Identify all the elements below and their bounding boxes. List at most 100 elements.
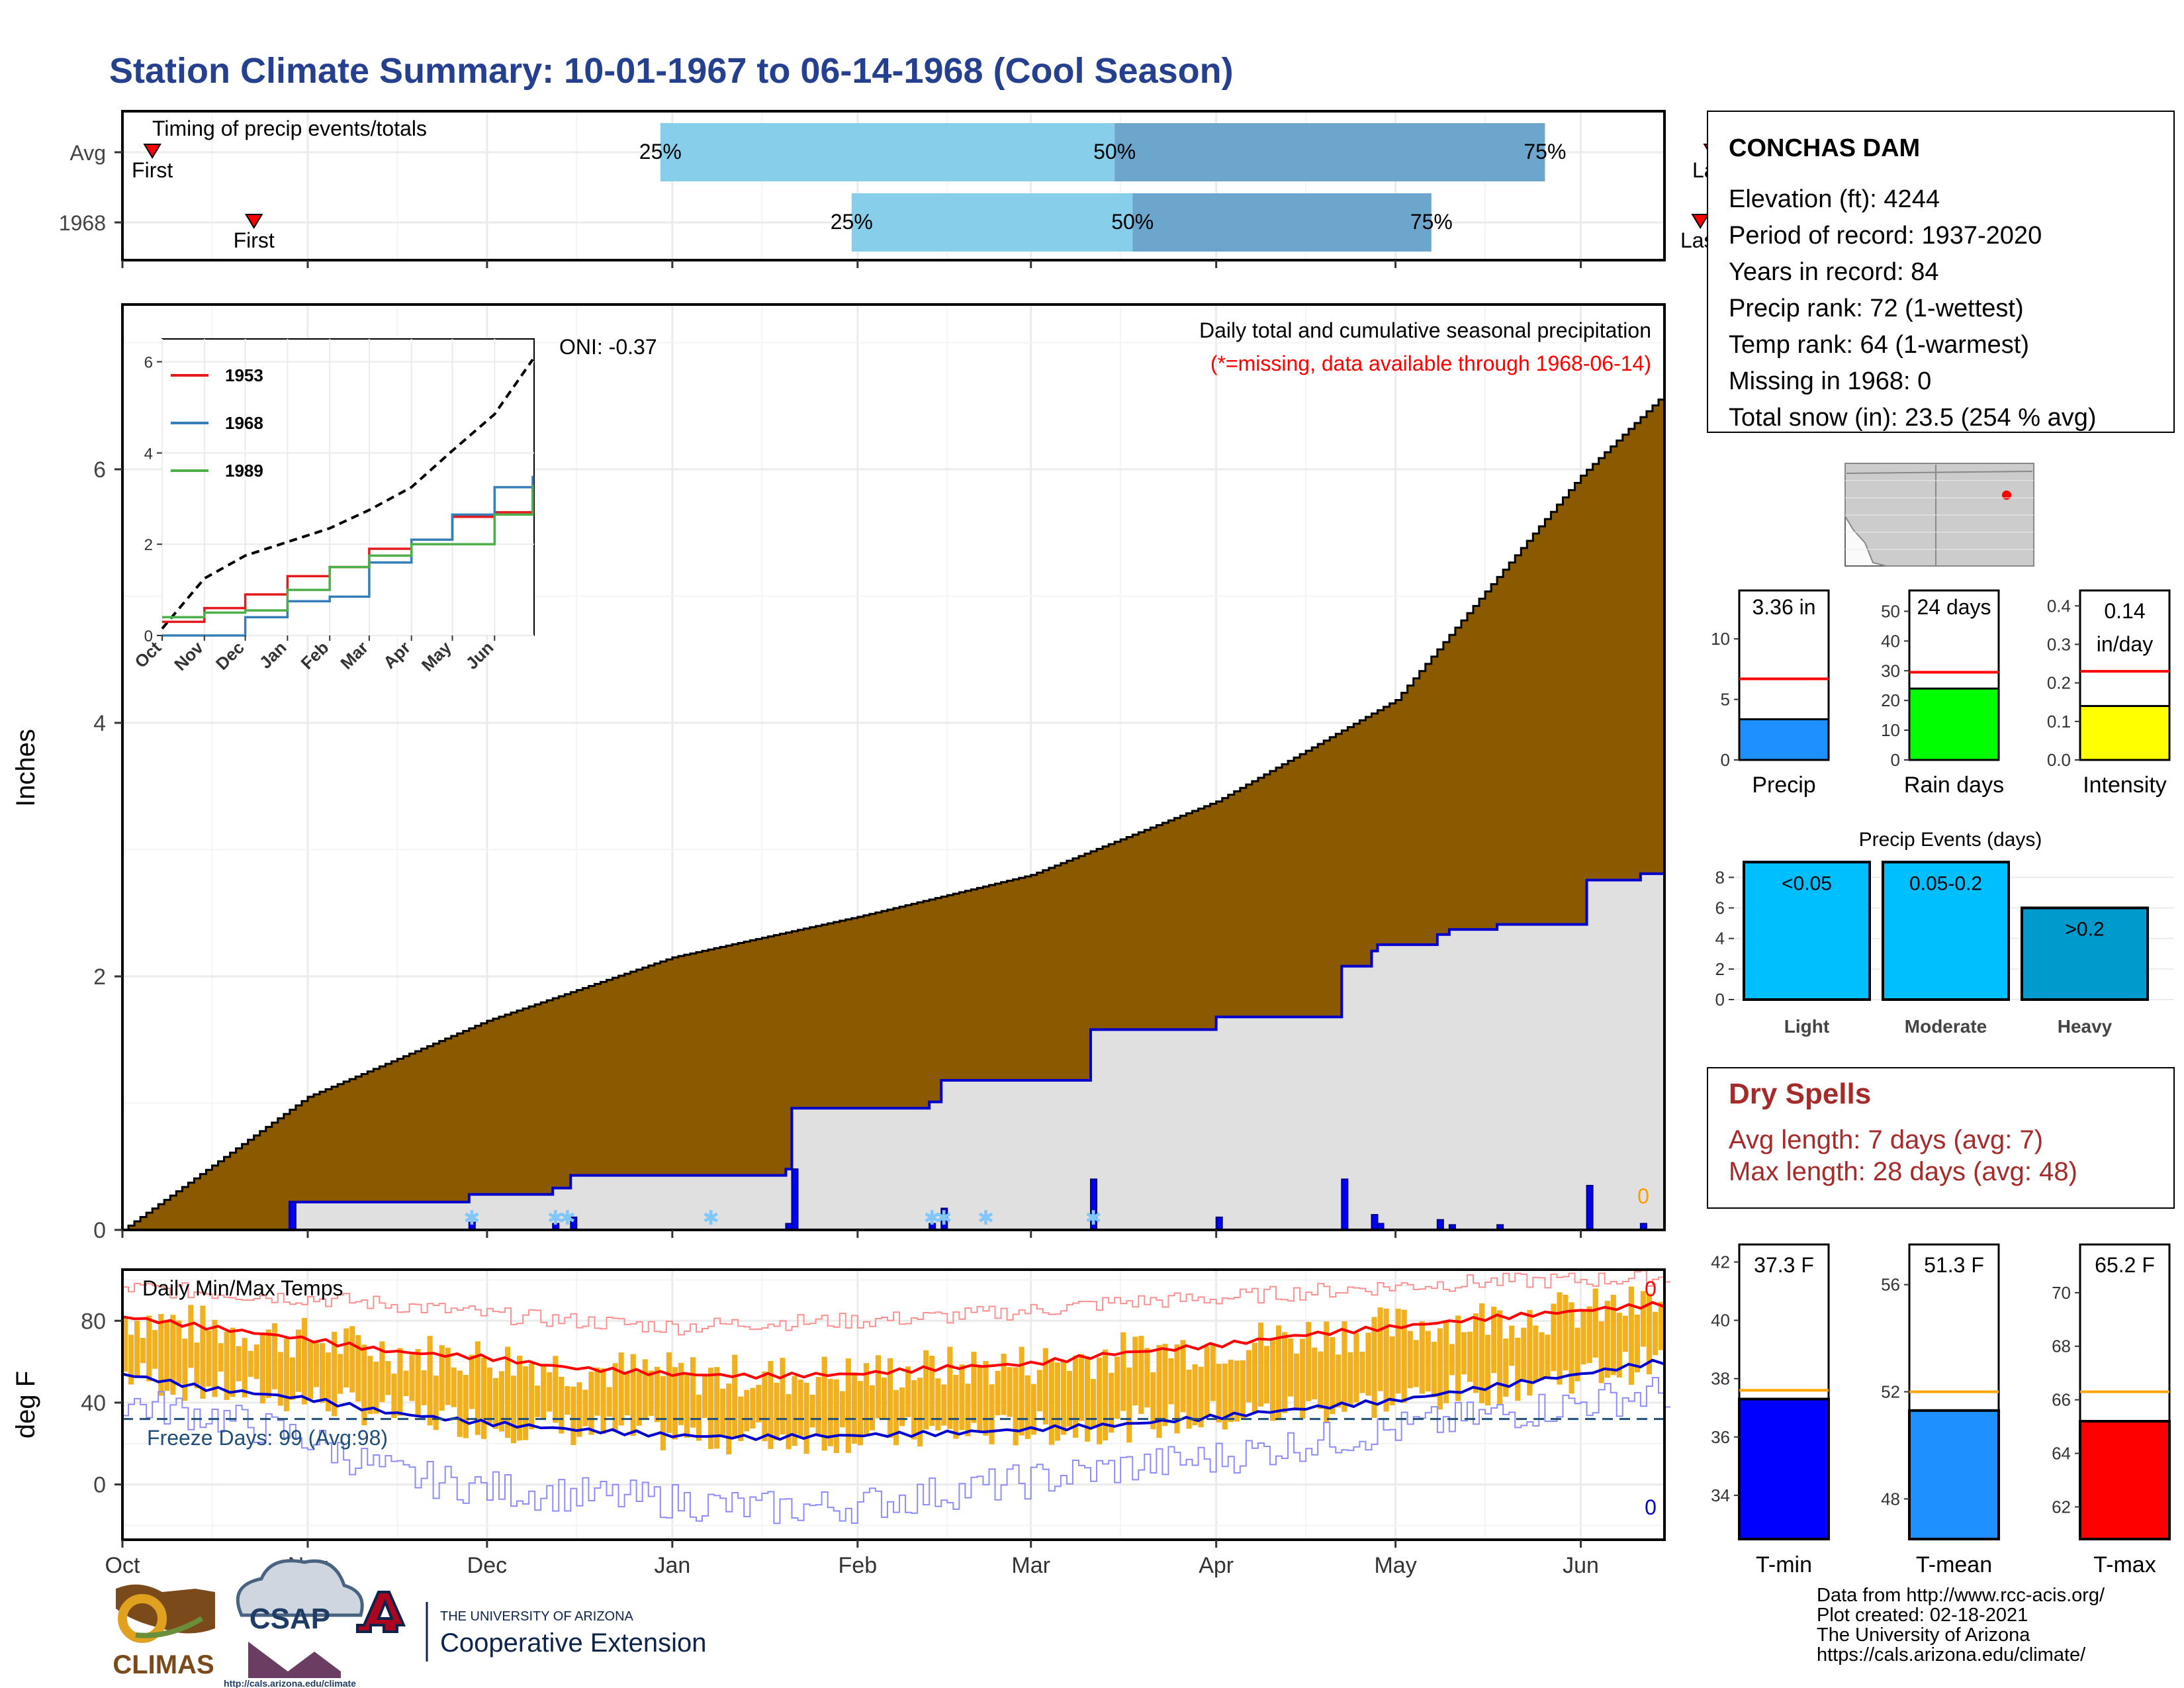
daily-temp-bar bbox=[1054, 1362, 1060, 1441]
location-map bbox=[1844, 463, 2034, 567]
map-state-border-north bbox=[1846, 471, 2033, 474]
timing-first-marker bbox=[143, 144, 161, 159]
daily-temp-bar bbox=[1395, 1308, 1401, 1394]
daily-temp-bar bbox=[451, 1367, 457, 1407]
temp-panel-title: Daily Min/Max Temps bbox=[142, 1276, 343, 1300]
ua-line-1: THE UNIVERSITY OF ARIZONA bbox=[440, 1609, 634, 1624]
daily-temp-bar bbox=[391, 1374, 397, 1419]
snow-marker: ✱ bbox=[463, 1207, 480, 1229]
timing-first-label: First bbox=[132, 158, 173, 182]
daily-temp-bar bbox=[1007, 1367, 1013, 1417]
daily-temp-bar bbox=[1616, 1313, 1622, 1378]
daily-temp-bar bbox=[1115, 1356, 1120, 1419]
daily-temp-bar bbox=[1467, 1331, 1473, 1382]
inset-line-1989 bbox=[162, 485, 534, 619]
daily-temp-bar bbox=[1407, 1331, 1413, 1388]
temp-summary-bar-y-tick-label: 52 bbox=[1881, 1382, 1900, 1402]
daily-temp-bar bbox=[642, 1359, 648, 1419]
temp-summary-bar-value-label: 37.3 F bbox=[1754, 1253, 1814, 1277]
daily-temp-bar bbox=[1359, 1352, 1365, 1393]
daily-temp-bar bbox=[128, 1335, 134, 1385]
daily-temp-bar bbox=[1210, 1344, 1216, 1401]
snow-marker: ✱ bbox=[978, 1207, 994, 1229]
daily-temp-bar bbox=[1228, 1360, 1234, 1423]
daily-temp-bar bbox=[343, 1328, 349, 1387]
daily-temp-bar bbox=[248, 1350, 253, 1377]
temp-y-tick-label: 0 bbox=[93, 1473, 106, 1498]
precip-x-axis bbox=[121, 1230, 1582, 1238]
daily-temp-bar bbox=[1640, 1291, 1647, 1347]
temp-y-tick-label: 40 bbox=[81, 1391, 106, 1416]
daily-temp-bar bbox=[929, 1355, 935, 1427]
daily-temp-bar bbox=[905, 1366, 911, 1417]
daily-temp-bar bbox=[1084, 1357, 1091, 1442]
daily-temp-bar bbox=[1545, 1335, 1551, 1377]
summary-bar-y-tick-label: 0.3 bbox=[2047, 634, 2071, 654]
daily-temp-bar bbox=[1342, 1321, 1347, 1412]
daily-temp-bar bbox=[1306, 1322, 1312, 1401]
daily-temp-bar bbox=[696, 1395, 702, 1441]
daily-temp-bar bbox=[971, 1352, 977, 1423]
daily-temp-bar bbox=[1318, 1351, 1324, 1409]
station-info-frame bbox=[1707, 111, 2175, 433]
daily-temp-bar bbox=[1586, 1306, 1592, 1364]
daily-temp-bar bbox=[827, 1379, 833, 1446]
temp-x-axis-label: Feb bbox=[839, 1553, 878, 1578]
climas-logo-sun bbox=[118, 1594, 167, 1643]
summary-bar-value bbox=[1738, 718, 1830, 761]
daily-temp-bar bbox=[809, 1394, 815, 1428]
daily-temp-bar bbox=[1168, 1358, 1174, 1405]
current-cumulative-precip-line bbox=[122, 872, 1664, 1231]
daily-temp-bar bbox=[1192, 1364, 1198, 1426]
daily-temp-bar bbox=[1634, 1314, 1640, 1373]
daily-temp-bar bbox=[307, 1342, 314, 1399]
dry-spells-avg: Avg length: 7 days (avg: 7) bbox=[1729, 1125, 2043, 1154]
daily-temp-bar bbox=[833, 1379, 839, 1454]
daily-temp-bar bbox=[361, 1344, 367, 1426]
daily-temp-bar bbox=[1204, 1346, 1210, 1417]
summary-bar-y-tick-label: 0.1 bbox=[2047, 712, 2071, 731]
temp-x-axis-label: Apr bbox=[1199, 1553, 1234, 1578]
daily-temp-bar bbox=[277, 1352, 283, 1406]
station-details: Elevation (ft): 4244 Period of record: 19… bbox=[1729, 185, 2097, 432]
timing-p75-label: 75% bbox=[1524, 140, 1566, 164]
daily-temp-bar bbox=[1604, 1301, 1610, 1378]
daily-temp-bar bbox=[230, 1327, 236, 1397]
daily-temp-bar bbox=[1120, 1332, 1126, 1411]
precip-panel-subtitle: (*=missing, data available through 1968-… bbox=[1210, 352, 1651, 375]
inset-y-tick-label: 4 bbox=[144, 445, 153, 463]
daily-temp-bar bbox=[1491, 1306, 1497, 1374]
daily-temp-bar bbox=[529, 1364, 535, 1430]
summary-bar-label: Rain days bbox=[1904, 773, 2004, 798]
temp-summary-bar-t-mean: 51.3 F 48 52 56 T-mean bbox=[1881, 1243, 2000, 1577]
footer-line-plot-created: Plot created: 02-18-2021 bbox=[1817, 1605, 2028, 1626]
daily-temp-bar bbox=[535, 1385, 541, 1417]
daily-temp-bar bbox=[439, 1345, 445, 1411]
station-detail-line: Elevation (ft): 4244 bbox=[1729, 185, 1940, 213]
timing-bar-25-50 bbox=[851, 193, 1133, 252]
daily-temp-bar bbox=[271, 1323, 277, 1389]
temp-summary-bar-y-tick-label: 48 bbox=[1881, 1489, 1900, 1509]
summary-bar-y-tick-label: 0.2 bbox=[2047, 673, 2071, 693]
inset-y-tick-label: 0 bbox=[144, 628, 153, 645]
summary-bar-y-tick-label: 10 bbox=[1881, 720, 1900, 740]
daily-temp-bar bbox=[565, 1386, 570, 1415]
summary-bar-intensity: 0.14 in/day 0.0 0.1 0.2 0.3 0.4 Intensity bbox=[2047, 589, 2171, 798]
temp-summary-bar-value-label: 51.3 F bbox=[1924, 1253, 1984, 1277]
daily-temp-bar bbox=[989, 1384, 995, 1444]
daily-temp-bar bbox=[1324, 1321, 1330, 1423]
daily-temp-bar bbox=[1269, 1340, 1276, 1421]
daily-temp-bar bbox=[1036, 1370, 1042, 1412]
daily-temp-bar bbox=[1257, 1323, 1264, 1407]
precip-events-bar-label: Light bbox=[1784, 1016, 1829, 1037]
daily-temp-bar bbox=[1103, 1349, 1109, 1441]
daily-temp-bar bbox=[236, 1346, 242, 1382]
temp-summary-bar-y-tick-label: 42 bbox=[1711, 1252, 1730, 1272]
daily-temp-bar bbox=[397, 1348, 403, 1416]
daily-temp-bar bbox=[1419, 1321, 1425, 1394]
daily-temp-bar bbox=[594, 1367, 600, 1416]
daily-temp-bar bbox=[1598, 1321, 1604, 1383]
